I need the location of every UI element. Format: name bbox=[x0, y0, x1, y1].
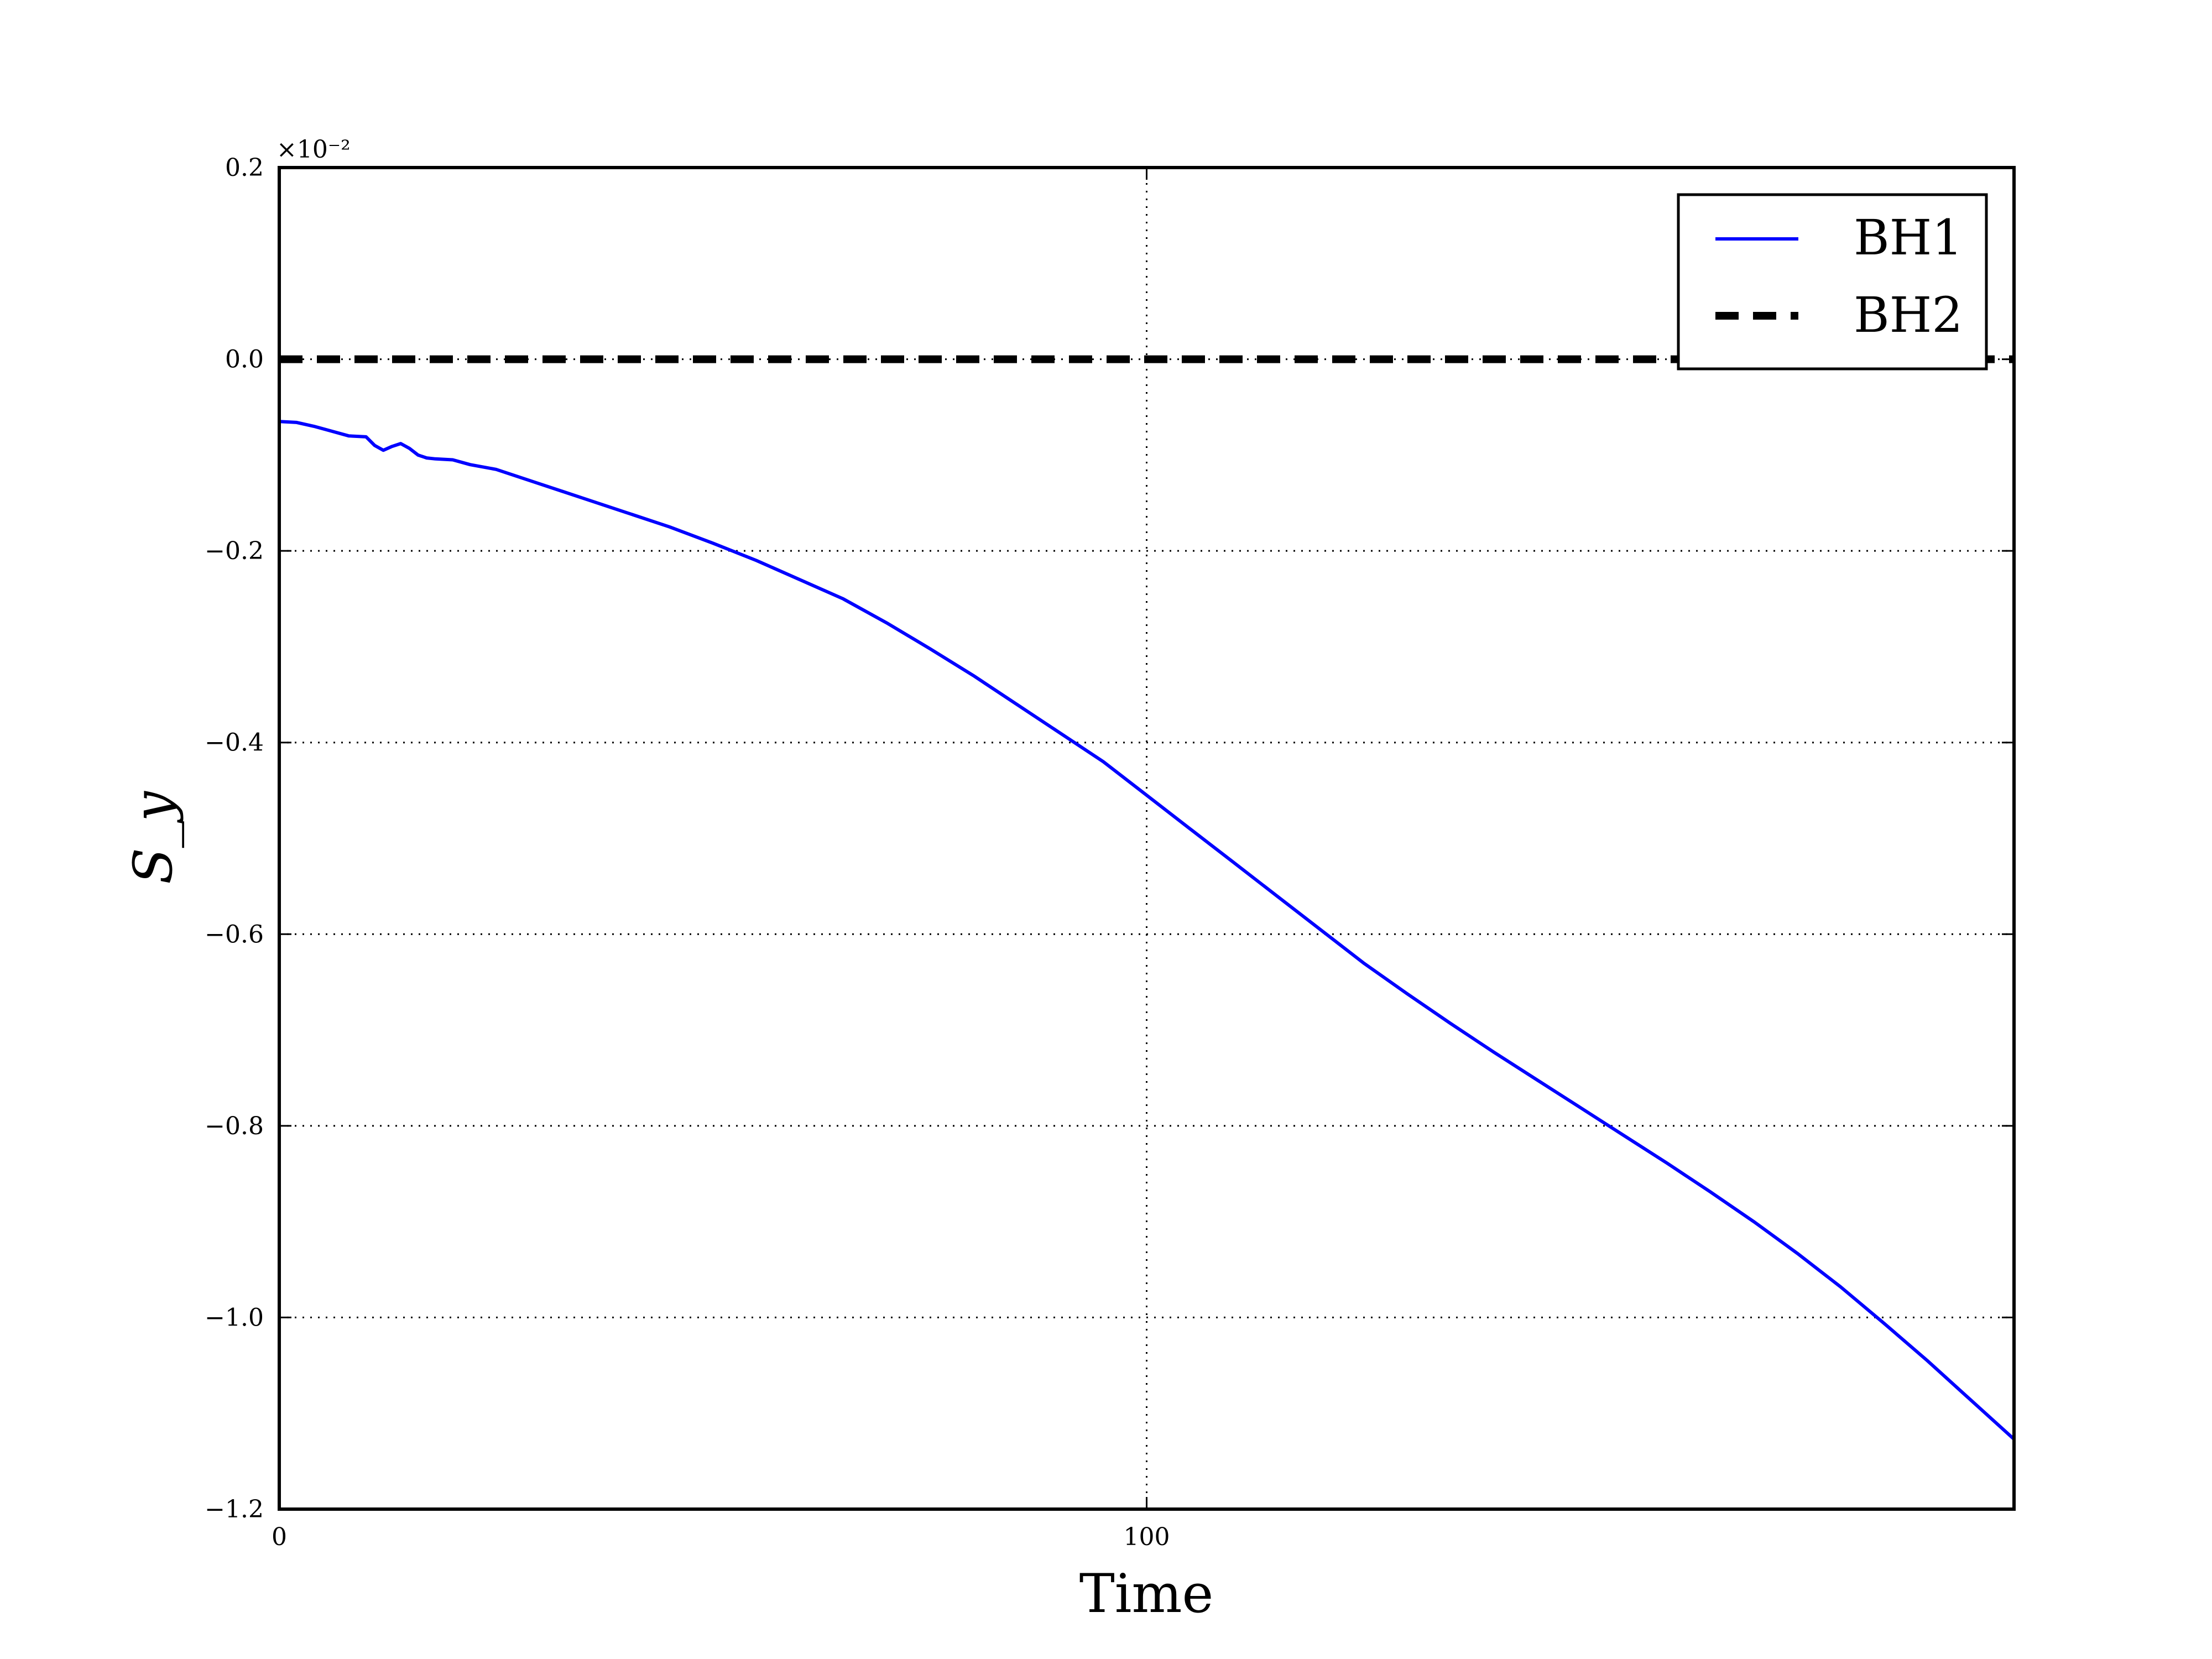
y-tick-label: −0.8 bbox=[205, 1112, 264, 1140]
y-tick-label: 0.2 bbox=[225, 154, 264, 182]
y-axis-label: S_y bbox=[122, 790, 184, 884]
y-tick-label: −0.2 bbox=[205, 537, 264, 565]
legend-box bbox=[1677, 193, 1988, 371]
x-tick-label: 0 bbox=[272, 1523, 287, 1551]
y-tick-label: −0.4 bbox=[205, 729, 264, 757]
legend-label-bh2: BH2 bbox=[1854, 286, 1963, 343]
y-scale-label: ×10⁻² bbox=[276, 135, 351, 164]
tick-labels: 0.2 0.0 −0.2 −0.4 −0.6 −0.8 −1.0 −1.2 0 100 bbox=[205, 154, 1170, 1551]
y-tick-label: −1.2 bbox=[205, 1495, 264, 1524]
y-tick-label: −1.0 bbox=[205, 1303, 264, 1332]
y-tick-label: −0.6 bbox=[205, 920, 264, 948]
legend-label-bh1: BH1 bbox=[1854, 209, 1963, 266]
series-line-bh1 bbox=[279, 420, 2016, 1441]
legend: BH1 BH2 bbox=[1677, 193, 1988, 371]
tick-marks bbox=[278, 166, 2014, 1510]
x-tick-label: 100 bbox=[1124, 1523, 1170, 1551]
y-tick-label: 0.0 bbox=[225, 346, 264, 374]
plot-area bbox=[279, 168, 2014, 1509]
x-axis-label: Time bbox=[1079, 1563, 1214, 1625]
